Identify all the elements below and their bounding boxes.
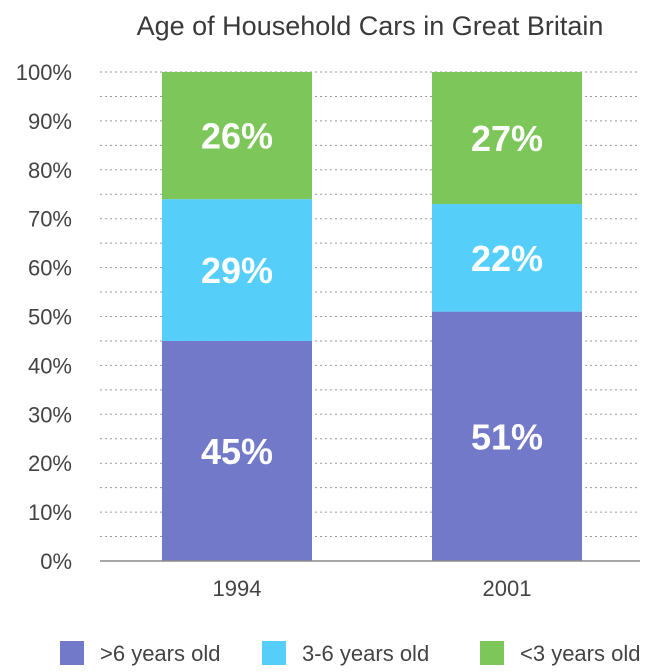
data-label: 51% [471, 416, 543, 457]
y-tick-label: 20% [28, 451, 72, 476]
y-tick-label: 80% [28, 158, 72, 183]
bar-segment [432, 72, 582, 205]
y-tick-label: 10% [28, 500, 72, 525]
data-label: 26% [201, 116, 273, 157]
legend-swatch [60, 641, 84, 665]
bar-segment [162, 340, 312, 561]
x-axis: 1994 2001 [213, 576, 532, 601]
bars: 45% 29% 26% 51% 22% 27% [162, 72, 582, 561]
y-tick-label: 100% [16, 60, 72, 85]
data-label: 45% [201, 431, 273, 472]
chart-title: Age of Household Cars in Great Britain [137, 11, 604, 41]
y-axis: 0% 10% 20% 30% 40% 50% 60% 70% 80% 90% 100% [16, 60, 72, 574]
y-tick-label: 60% [28, 256, 72, 281]
data-label: 27% [471, 118, 543, 159]
bar-segment [162, 72, 312, 200]
bar-segment [162, 199, 312, 341]
y-tick-label: 70% [28, 207, 72, 232]
y-tick-label: 0% [40, 549, 72, 574]
bar-segment [432, 204, 582, 312]
legend: >6 years old 3-6 years old <3 years old [60, 641, 640, 666]
x-tick-label: 1994 [213, 576, 262, 601]
y-tick-label: 40% [28, 353, 72, 378]
legend-label: <3 years old [520, 641, 640, 666]
legend-swatch [262, 641, 286, 665]
x-tick-label: 2001 [483, 576, 532, 601]
legend-label: >6 years old [100, 641, 220, 666]
y-tick-label: 90% [28, 109, 72, 134]
y-tick-label: 30% [28, 402, 72, 427]
legend-swatch [480, 641, 504, 665]
y-tick-label: 50% [28, 305, 72, 330]
bar-segment [432, 311, 582, 561]
data-label: 22% [471, 238, 543, 279]
data-label: 29% [201, 250, 273, 291]
legend-label: 3-6 years old [302, 641, 429, 666]
